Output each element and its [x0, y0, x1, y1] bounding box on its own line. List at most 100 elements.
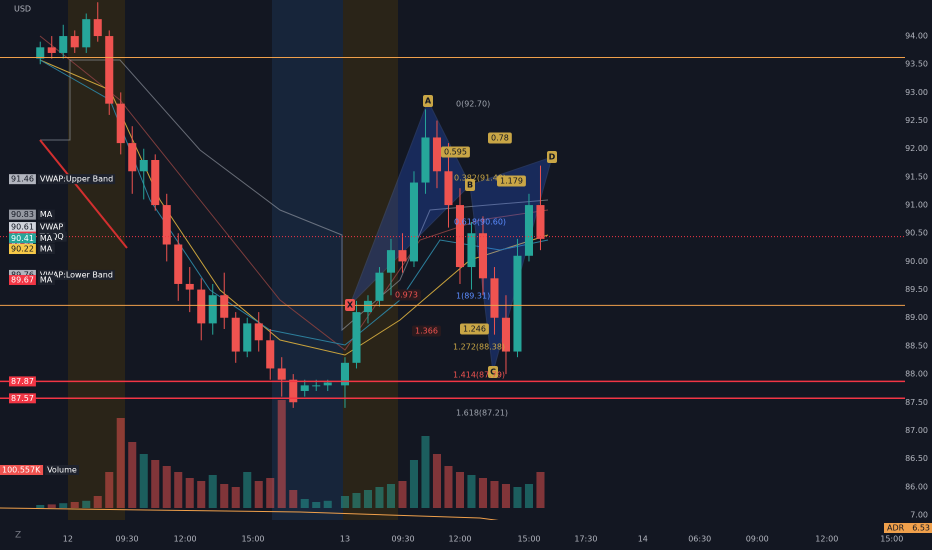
volume-bar — [467, 475, 476, 508]
candle-body — [116, 103, 125, 144]
price-tag-name-box — [37, 222, 66, 233]
y-tick-label: 91.00 — [905, 201, 928, 210]
candle-body — [254, 323, 263, 341]
pattern-point: D — [549, 153, 556, 162]
price-tag-value: 87.57 — [11, 394, 34, 403]
x-tick-label: 09:00 — [746, 535, 769, 544]
price-tag-name-box — [37, 233, 55, 244]
pattern-annotation: 1.618(87.21) — [456, 409, 508, 418]
volume-bar — [128, 442, 137, 508]
candle-body — [375, 272, 384, 301]
volume-bar — [398, 481, 407, 508]
pattern-annotation: 0.618(90.60) — [454, 218, 506, 227]
y-tick-label: 88.00 — [905, 370, 928, 379]
volume-bar — [478, 478, 487, 508]
x-tick-label: 09:30 — [116, 535, 139, 544]
x-tick-label: 06:30 — [688, 535, 711, 544]
pattern-annotation: 1.366 — [415, 327, 438, 336]
volume-bar — [185, 478, 194, 508]
y-tick-label: 89.00 — [905, 313, 928, 322]
price-tag-value: 89.67 — [11, 276, 34, 285]
x-tick-label: 14 — [638, 535, 648, 544]
candle-body — [162, 205, 171, 245]
pattern-annotation: 0(92.70) — [456, 100, 490, 109]
volume-bar — [490, 481, 499, 508]
volume-bar — [93, 496, 102, 508]
price-tag-box — [9, 209, 36, 220]
candle-body — [363, 300, 373, 313]
volume-bar — [432, 454, 442, 508]
y-tick-label: 87.50 — [905, 398, 928, 407]
volume-bar — [197, 481, 206, 508]
volume-bar — [277, 400, 286, 508]
x-tick-label: 12:00 — [174, 535, 197, 544]
volume-tag-name-box — [45, 465, 79, 475]
adr-name: ADR — [887, 524, 905, 533]
volume-bar — [151, 460, 160, 508]
volume-bar — [105, 472, 114, 508]
y-tick-label: 89.50 — [905, 285, 928, 294]
x-tick-label: 12:00 — [448, 535, 471, 544]
volume-bar — [220, 484, 229, 508]
candle-body — [421, 137, 430, 183]
candle-body — [185, 283, 194, 290]
price-tag-value: 90.41 — [11, 234, 34, 243]
candle-body — [501, 317, 510, 352]
price-tag-value: 90.22 — [11, 245, 34, 254]
overlay: X A B C D 0(92.70) 0.78 0.595 0.382(91.40)1.179 0… — [0, 56, 905, 475]
candle-body — [467, 233, 476, 268]
x-tick-label: 12:00 — [815, 535, 838, 544]
volume-bar — [174, 472, 183, 508]
price-tag-name-box — [37, 174, 116, 185]
x-tick-label: 15:00 — [880, 535, 903, 544]
price-tag-name-box — [37, 269, 115, 280]
candle-body — [266, 340, 275, 369]
y-tick-label: 88.50 — [905, 341, 928, 350]
volume-bar — [36, 505, 45, 508]
price-tag-value: 91.46 — [11, 175, 34, 184]
candle-body — [128, 143, 137, 172]
volume-bar — [375, 487, 384, 508]
volume-bar — [386, 484, 396, 508]
pattern-annotation: 1(89.31) — [456, 292, 490, 301]
y-tick-label: 91.50 — [905, 172, 928, 181]
price-tag-name: VWAP:Lower Band — [40, 270, 113, 279]
price-axis — [905, 0, 932, 550]
volume-bar — [82, 500, 91, 508]
annotation-box — [460, 323, 489, 335]
volume-bar — [243, 472, 252, 508]
volume-bar — [266, 478, 275, 508]
trend-line — [39, 139, 128, 249]
price-tag-value: 90.61 — [11, 223, 34, 232]
candle-body — [513, 255, 522, 352]
price-tag-value: 90.83 — [11, 210, 34, 219]
candle-body — [386, 250, 396, 273]
volume-bar — [352, 493, 361, 508]
volume-bar — [323, 500, 332, 508]
x-tick-label: 15:00 — [517, 535, 540, 544]
candle-body — [524, 205, 533, 256]
candle-body — [340, 362, 350, 386]
price-tag-name-box — [37, 209, 55, 220]
candle-body — [243, 323, 252, 352]
y-tick-label: 93.50 — [905, 60, 928, 69]
candle-body — [105, 36, 114, 104]
pattern-point-box — [423, 95, 433, 107]
pattern-annotation: 0.973 — [395, 291, 418, 300]
candle-body — [455, 205, 464, 268]
annotation-box — [497, 175, 526, 187]
candle-body — [323, 382, 332, 386]
candle-body — [82, 19, 91, 48]
price-tag-name-box — [37, 275, 55, 285]
candle-body — [478, 233, 487, 279]
candle-body — [208, 295, 217, 324]
pattern-point: B — [467, 181, 473, 190]
price-tag-name: MA — [40, 234, 53, 243]
candle-body — [174, 244, 183, 284]
price-tag-value: 89.76 — [11, 270, 34, 279]
y-tick-label: 94.00 — [905, 32, 928, 41]
candle-body — [151, 160, 160, 206]
annotation-box — [488, 132, 512, 144]
pattern-annotation: 1.179 — [500, 177, 523, 186]
